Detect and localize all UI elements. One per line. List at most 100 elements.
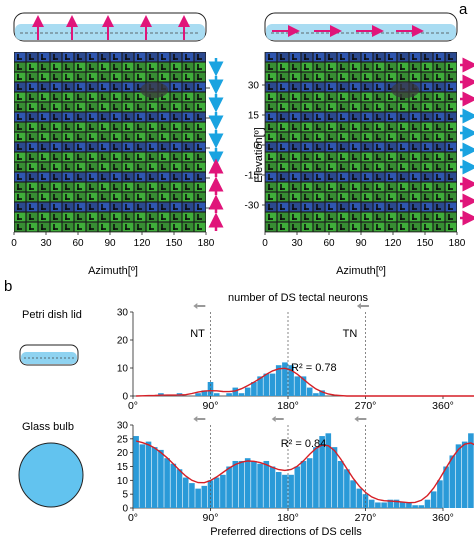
map-cell-mark xyxy=(41,158,46,160)
map-cell-mark xyxy=(197,144,199,150)
map-cell-mark xyxy=(388,118,393,120)
map-cell-mark xyxy=(364,188,369,190)
map-cell-mark xyxy=(340,138,345,140)
map-cell xyxy=(98,182,110,192)
histogram-bar xyxy=(282,362,288,396)
map-cell-mark xyxy=(197,154,199,160)
map-cell-mark xyxy=(149,154,151,160)
map-cell-mark xyxy=(77,138,82,140)
map-cell-mark xyxy=(125,88,130,90)
map-cell-mark xyxy=(125,78,130,80)
map-cell xyxy=(337,112,349,122)
map-cell-mark xyxy=(304,58,309,60)
map-cell-mark xyxy=(424,174,426,180)
map-cell-mark xyxy=(364,194,366,200)
map-cell xyxy=(170,62,182,72)
map-cell-mark xyxy=(161,68,166,70)
map-cell-mark xyxy=(364,98,369,100)
map-cell-mark xyxy=(17,218,22,220)
map-cell-mark xyxy=(280,104,282,110)
map-cell-mark xyxy=(352,58,357,60)
map-cell-mark xyxy=(412,128,417,130)
map-cell xyxy=(134,192,146,202)
map-cell xyxy=(325,152,337,162)
map-cell xyxy=(74,132,86,142)
map-cell xyxy=(301,192,313,202)
map-cell-mark xyxy=(400,188,405,190)
map-cell xyxy=(50,222,62,232)
right-dish xyxy=(264,12,458,42)
map-cell-mark xyxy=(304,118,309,120)
map-cell-mark xyxy=(65,168,70,170)
map-cell xyxy=(86,92,98,102)
map-cell-mark xyxy=(197,68,202,70)
map-cell-mark xyxy=(185,64,187,70)
x-tick-label: 0° xyxy=(128,400,138,412)
x-tick-label: 0 xyxy=(11,238,17,249)
map-cell-mark xyxy=(197,94,199,100)
map-cell xyxy=(433,202,445,212)
map-cell xyxy=(146,212,158,222)
map-cell-mark xyxy=(173,224,175,230)
histogram-bar xyxy=(356,488,363,508)
map-cell-mark xyxy=(268,158,273,160)
map-cell-mark xyxy=(65,144,67,150)
map-cell-mark xyxy=(304,154,306,160)
map-shadow xyxy=(140,82,169,98)
map-cell-mark xyxy=(65,218,70,220)
map-cell xyxy=(349,202,361,212)
map-cell-mark xyxy=(376,168,381,170)
map-cell xyxy=(62,202,74,212)
map-cell xyxy=(349,112,361,122)
map-cell xyxy=(122,172,134,182)
map-cell-mark xyxy=(364,58,369,60)
map-cell-mark xyxy=(89,84,91,90)
map-cell-mark xyxy=(448,64,450,70)
map-cell-mark xyxy=(161,184,163,190)
x-tick-label: 30 xyxy=(291,238,303,249)
map-cell-mark xyxy=(125,94,127,100)
map-cell-mark xyxy=(364,134,366,140)
y-tick-label: 20 xyxy=(117,448,129,459)
map-cell-mark xyxy=(77,168,82,170)
map-cell-mark xyxy=(328,144,330,150)
map-cell xyxy=(289,212,301,222)
map-cell-mark xyxy=(41,88,46,90)
map-cell xyxy=(373,82,385,92)
map-cell xyxy=(397,132,409,142)
map-cell-mark xyxy=(125,214,127,220)
map-cell xyxy=(110,82,122,92)
map-cell xyxy=(50,192,62,202)
map-cell-mark xyxy=(412,58,417,60)
map-cell-mark xyxy=(173,228,178,230)
map-cell-mark xyxy=(113,204,115,210)
map-cell xyxy=(194,82,206,92)
map-cell xyxy=(277,112,289,122)
map-cell-mark xyxy=(364,218,369,220)
map-cell xyxy=(289,102,301,112)
map-cell-mark xyxy=(388,204,390,210)
map-cell-mark xyxy=(17,208,22,210)
map-cell xyxy=(397,162,409,172)
map-cell-mark xyxy=(29,144,31,150)
map-cell-mark xyxy=(149,168,154,170)
histogram-bar xyxy=(275,472,282,508)
map-cell xyxy=(421,222,433,232)
fit-curve xyxy=(136,367,474,397)
map-cell-mark xyxy=(89,194,91,200)
histogram-bar xyxy=(412,505,418,508)
histogram-bar xyxy=(244,458,251,508)
map-cell-mark xyxy=(89,94,91,100)
map-cell-mark xyxy=(304,88,309,90)
map-cell-mark xyxy=(125,104,127,110)
map-cell xyxy=(170,102,182,112)
map-cell-mark xyxy=(316,74,318,80)
map-cell-mark xyxy=(29,104,31,110)
map-cell-mark xyxy=(412,114,414,120)
map-cell-mark xyxy=(173,58,178,60)
map-cell xyxy=(110,172,122,182)
map-cell-mark xyxy=(340,58,345,60)
histogram-bar xyxy=(443,466,449,508)
map-cell xyxy=(62,92,74,102)
histogram-bar xyxy=(244,387,251,396)
